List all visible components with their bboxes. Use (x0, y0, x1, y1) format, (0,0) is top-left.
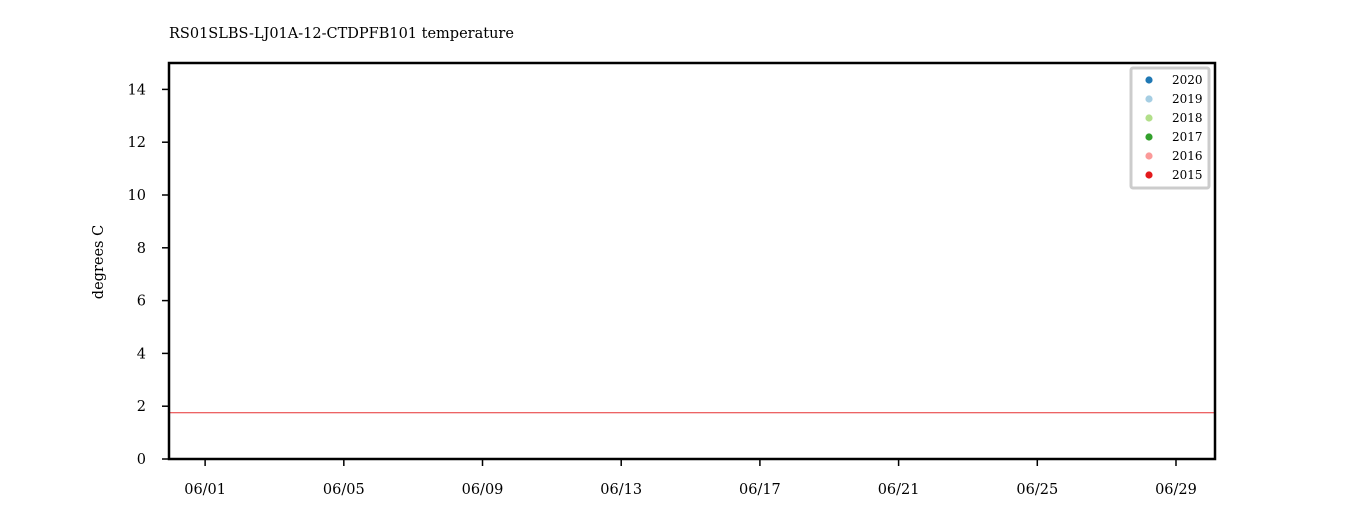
legend-marker-2015 (1145, 171, 1153, 179)
y-tick-label: 2 (137, 399, 146, 415)
y-tick-label: 12 (128, 135, 146, 151)
legend-marker-2017 (1145, 133, 1153, 141)
x-axis: 06/01 06/05 06/09 06/13 06/17 06/21 06/25 06/29 (184, 459, 1197, 498)
legend-marker-2016 (1145, 152, 1153, 160)
y-axis: 0 2 4 6 8 10 12 14 (128, 82, 169, 468)
y-tick-label: 6 (137, 294, 146, 310)
legend-marker-2019 (1145, 95, 1153, 103)
legend-label-2019: 2019 (1172, 92, 1203, 106)
x-tick-label: 06/05 (323, 482, 365, 498)
legend-label-2017: 2017 (1172, 130, 1203, 144)
plot-frame (167, 61, 1217, 461)
y-tick-label: 8 (137, 241, 146, 257)
y-axis-label: degrees C (91, 225, 107, 299)
legend: 2020 2019 2018 2017 2016 2015 (1129, 66, 1211, 190)
legend-label-2016: 2016 (1172, 149, 1203, 163)
x-tick-label: 06/01 (184, 482, 226, 498)
y-tick-label: 4 (137, 346, 146, 362)
x-tick-label: 06/25 (1016, 482, 1058, 498)
legend-marker-2020 (1145, 76, 1153, 84)
x-tick-label: 06/09 (462, 482, 504, 498)
y-tick-label: 10 (128, 188, 146, 204)
legend-marker-2018 (1145, 114, 1153, 122)
y-tick-label: 14 (128, 82, 146, 98)
legend-label-2020: 2020 (1172, 73, 1203, 87)
legend-label-2015: 2015 (1172, 168, 1203, 182)
legend-label-2018: 2018 (1172, 111, 1203, 125)
chart-title: RS01SLBS-LJ01A-12-CTDPFB101 temperature (169, 26, 514, 42)
y-tick-label: 0 (137, 452, 146, 468)
x-tick-label: 06/13 (600, 482, 642, 498)
x-tick-label: 06/17 (739, 482, 781, 498)
x-tick-label: 06/21 (878, 482, 920, 498)
x-tick-label: 06/29 (1155, 482, 1197, 498)
